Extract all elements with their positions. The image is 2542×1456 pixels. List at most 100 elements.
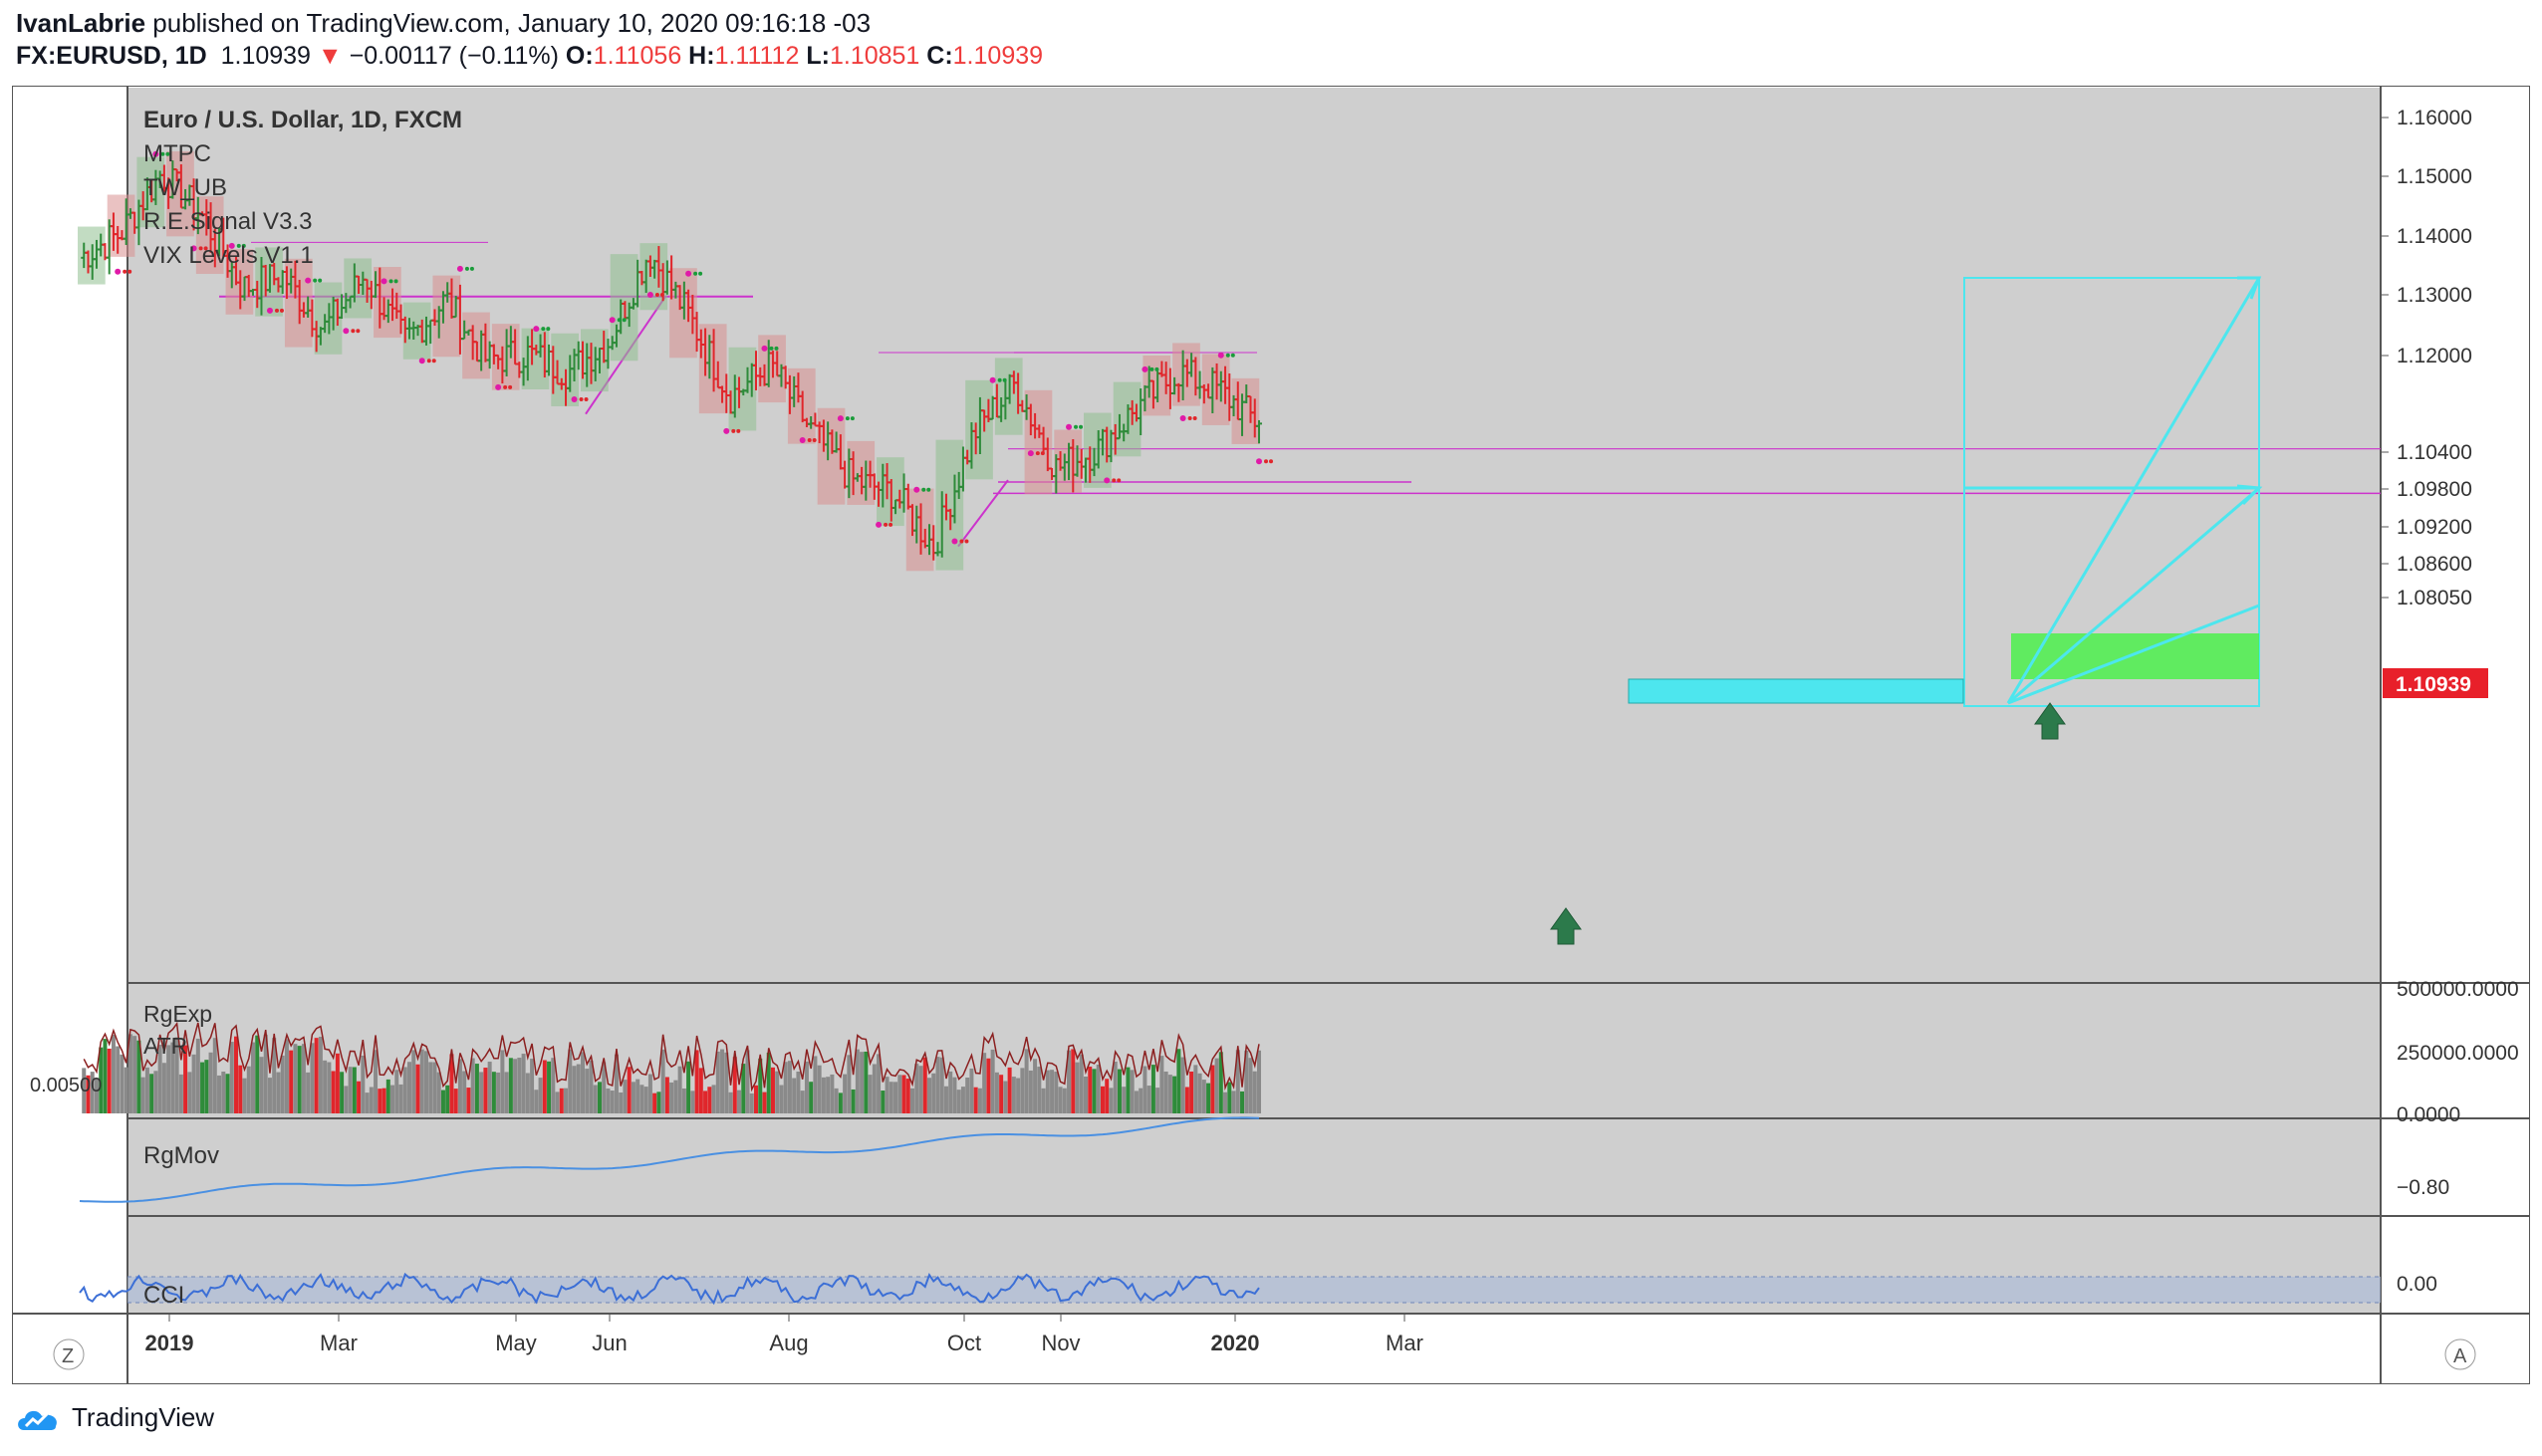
volume-bar	[758, 1058, 763, 1113]
tradingview-footer[interactable]: TradingView	[16, 1402, 214, 1433]
volume-bar	[149, 1074, 154, 1113]
volume-bar	[999, 1075, 1004, 1113]
volume-bar	[195, 1038, 200, 1113]
volume-bar	[581, 1052, 586, 1113]
volume-bar	[593, 1085, 598, 1113]
volume-bar	[500, 1050, 505, 1113]
time-axis[interactable]: 2019 Mar May Jun Aug Oct Nov 2020 Mar	[145, 1314, 1423, 1355]
volume-bar	[462, 1071, 467, 1113]
volume-axis[interactable]: 500000.0000 250000.0000 0.0000	[2397, 978, 2519, 1126]
volume-bar	[664, 1077, 669, 1113]
signal-dot	[913, 486, 920, 493]
volume-bar	[107, 1048, 112, 1113]
volume-bar	[893, 1082, 898, 1113]
volume-label[interactable]: RgExp	[143, 1001, 212, 1027]
volume-bar	[487, 1062, 492, 1113]
volume-bar	[1214, 1058, 1219, 1113]
volume-bar	[457, 1059, 462, 1113]
volume-bar	[238, 1065, 243, 1113]
volume-bar	[1100, 1086, 1105, 1113]
open-label: O:	[565, 42, 594, 70]
volume-bar	[374, 1050, 379, 1113]
signal-dot	[964, 539, 969, 544]
volume-bar	[741, 1064, 746, 1113]
time-tick-label: 2019	[145, 1331, 194, 1355]
indicator-label[interactable]: VIX Levels V1.1	[143, 242, 314, 269]
volume-tick: 0.0000	[2397, 1103, 2460, 1126]
volume-bar	[694, 1050, 699, 1113]
signal-dot	[1027, 450, 1034, 457]
signal-dot	[1074, 424, 1079, 429]
projection-arrow-1	[2006, 277, 2261, 704]
rgmov-pane[interactable]	[127, 1119, 2381, 1215]
volume-bar	[361, 1056, 366, 1113]
signal-dot	[646, 292, 653, 299]
cci-line	[79, 1272, 1260, 1306]
signal-dot	[495, 383, 502, 390]
volume-bar	[132, 1036, 137, 1113]
volume-bar	[770, 1067, 775, 1113]
auto-scale-button[interactable]	[2444, 1338, 2476, 1370]
signal-dot	[388, 279, 393, 284]
projection-box[interactable]	[1963, 277, 2260, 707]
volume-bar	[1045, 1070, 1050, 1113]
volume-bar	[90, 1072, 95, 1113]
symbol-label[interactable]: FX:EURUSD, 1D	[16, 42, 207, 70]
volume-bar	[889, 1082, 893, 1113]
volume-bar	[340, 1072, 345, 1113]
signal-dot	[464, 266, 469, 271]
rgmov-label[interactable]: RgMov	[143, 1142, 219, 1169]
projection-drawing[interactable]	[1628, 276, 2263, 707]
volume-bar	[1024, 1049, 1029, 1113]
volume-bar	[753, 1085, 758, 1113]
volume-bar	[432, 1062, 437, 1113]
auto-scale-button-label[interactable]: A	[2453, 1345, 2467, 1367]
signal-dot	[418, 358, 425, 364]
volume-bar	[513, 1059, 518, 1113]
volume-bar	[1033, 1059, 1038, 1113]
volume-bar	[272, 1038, 277, 1113]
author-name[interactable]: IvanLabrie	[16, 8, 146, 38]
signal-dot	[1192, 415, 1197, 420]
signal-dot	[736, 428, 741, 433]
zoom-button-label[interactable]: Z	[62, 1345, 74, 1367]
volume-bar	[965, 1078, 970, 1113]
volume-bar	[402, 1067, 407, 1113]
volume-bar	[1197, 1073, 1202, 1113]
target-zone[interactable]	[2011, 633, 2259, 679]
chart-canvas[interactable]: Euro / U.S. Dollar, 1D, FXCM MTPC TW_UB …	[12, 86, 2530, 1384]
volume-bar	[542, 1060, 547, 1113]
volume-bar	[792, 1078, 797, 1113]
volume-bar	[1092, 1069, 1097, 1113]
volume-bar	[301, 1044, 306, 1113]
atr-label[interactable]: ATR	[143, 1033, 187, 1059]
price-axis[interactable]: 1.170001.160001.150001.140001.130001.120…	[2381, 86, 2472, 609]
support-zone[interactable]	[1628, 678, 1964, 704]
volume-bar	[530, 1059, 535, 1113]
indicator-label[interactable]: MTPC	[143, 140, 211, 167]
price-tick-label: 1.14000	[2397, 225, 2472, 248]
volume-bar	[1218, 1052, 1223, 1113]
cci-label[interactable]: CCI	[143, 1282, 184, 1309]
volume-bar	[1113, 1062, 1118, 1113]
signal-dot	[1179, 414, 1186, 421]
volume-bar	[931, 1073, 936, 1113]
price-pane[interactable]	[127, 88, 2381, 982]
signal-dot	[584, 397, 589, 402]
volume-bar	[766, 1052, 771, 1113]
volume-bar	[952, 1077, 957, 1113]
volume-bar	[200, 1062, 205, 1113]
volume-bar	[673, 1080, 678, 1113]
high-label: H:	[688, 42, 715, 70]
volume-bar	[124, 1067, 128, 1113]
signal-dot	[1269, 459, 1273, 464]
volume-bar	[677, 1066, 682, 1113]
zoom-button[interactable]	[53, 1338, 85, 1370]
indicator-label[interactable]: TW_UB	[143, 174, 227, 201]
indicator-label[interactable]: R.E.Signal V3.3	[143, 208, 312, 235]
volume-bar	[914, 1064, 919, 1113]
signal-dot	[274, 308, 279, 313]
volume-bar	[1210, 1065, 1215, 1113]
current-price-box	[2383, 668, 2488, 698]
volume-bar	[1003, 1081, 1008, 1113]
